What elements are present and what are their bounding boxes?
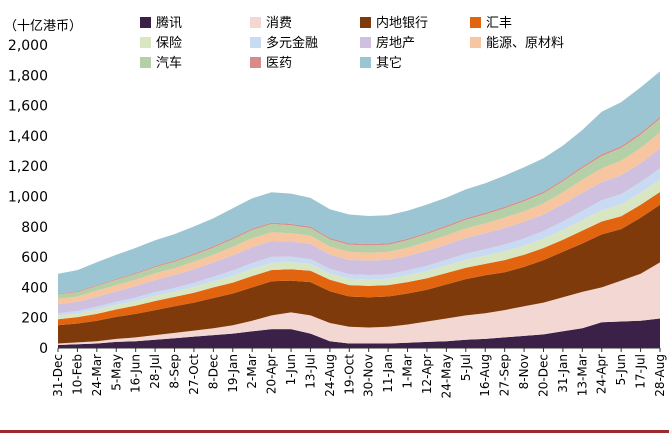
- y-tick-label: 2,000: [8, 38, 48, 54]
- area-1: [58, 262, 660, 345]
- x-tick-label: 28-Aug: [653, 354, 667, 397]
- areas: [58, 71, 660, 348]
- y-tick-label: 1,200: [8, 159, 48, 175]
- area-8: [58, 118, 660, 299]
- legend-label: 房地产: [376, 35, 415, 51]
- y-tick-label: 1,600: [8, 99, 48, 115]
- x-tick-label: 27-Sep: [498, 354, 512, 396]
- x-tick-label: 10-Feb: [70, 354, 84, 395]
- area-3: [58, 192, 660, 326]
- area-10: [58, 71, 660, 294]
- y-tick-label: 800: [21, 220, 48, 236]
- area-2: [58, 204, 660, 344]
- x-tick-label: 24-Aug: [323, 354, 337, 397]
- x-tick-label: 5-Jul: [459, 354, 473, 381]
- legend-label: 能源、原材料: [486, 36, 564, 51]
- area-0: [58, 318, 660, 348]
- x-tick-label: 8-Sep: [168, 354, 182, 389]
- y-tick-label: 0: [39, 341, 48, 357]
- y-tick-label: 400: [21, 280, 48, 296]
- area-5: [58, 168, 660, 316]
- x-tick-label: 8-Nov: [517, 354, 531, 389]
- legend-swatch: [140, 17, 151, 28]
- x-tick-label: 19-Oct: [342, 354, 356, 395]
- x-tick-label: 5-May: [109, 354, 123, 391]
- x-tick-label: 24-Apr: [595, 354, 609, 394]
- legend-label: 腾讯: [156, 15, 182, 31]
- x-tick-label: 11-Jan: [381, 354, 395, 393]
- x-tick-label: 28-Jul: [148, 354, 162, 389]
- area-7: [58, 132, 660, 305]
- y-tick-label: 200: [21, 311, 48, 327]
- legend-label: 多元金融: [266, 35, 318, 51]
- x-tick-label: 8-Dec: [206, 354, 220, 389]
- x-tick-label: 5-Jun: [614, 354, 628, 385]
- x-tick-label: 13-Jul: [303, 354, 317, 389]
- legend-swatch: [360, 57, 371, 68]
- legend-swatch: [360, 37, 371, 48]
- legend-label: 其它: [376, 55, 402, 71]
- x-tick-label: 24-Mar: [90, 354, 104, 396]
- x-tick-label: 1-Mar: [401, 354, 415, 389]
- y-tick-label: 1,800: [8, 68, 48, 84]
- legend-swatch: [250, 17, 261, 28]
- x-tick-label: 24-May: [439, 354, 453, 398]
- x-tick-label: 16-Aug: [478, 354, 492, 397]
- legend-swatch: [250, 57, 261, 68]
- x-tick-label: 27-Oct: [187, 354, 201, 395]
- y-axis: 0 200 400 600 800 1,000 1,200 1,400 1,600 1,800 2,…: [8, 38, 48, 357]
- legend-swatch: [360, 17, 371, 28]
- x-tick-label: 31-Jan: [556, 354, 570, 393]
- legend-swatch: [470, 17, 481, 28]
- bottom-rule: [0, 430, 669, 433]
- legend-swatch: [470, 37, 481, 48]
- x-tick-label: 1-Jun: [284, 354, 298, 385]
- legend-label: 汇丰: [486, 16, 512, 31]
- x-tick-label: 13-Mar: [575, 354, 589, 396]
- legend-swatch: [140, 37, 151, 48]
- x-tick-label: 12-Apr: [420, 354, 434, 394]
- legend-label: 医药: [266, 56, 292, 71]
- x-tick-label: 16-Jun: [129, 354, 143, 393]
- y-tick-label: 600: [21, 250, 48, 266]
- legend-label: 保险: [156, 36, 182, 51]
- x-axis: 31-Dec 10-Feb 24-Mar 5-May 16-Jun 28-Jul 8-Sep…: [51, 347, 667, 398]
- unit-label: （十亿港币）: [4, 19, 82, 34]
- legend-swatch: [140, 57, 151, 68]
- area-6: [58, 148, 660, 314]
- x-tick-label: 19-Jan: [226, 354, 240, 393]
- x-tick-label: 20-Apr: [265, 354, 279, 394]
- legend-label: 内地银行: [376, 15, 428, 31]
- x-tick-label: 2-Mar: [245, 354, 259, 389]
- y-tick-label: 1,000: [8, 190, 48, 206]
- x-tick-label: 17-Jul: [634, 354, 648, 389]
- x-tick-label: 20-Dec: [536, 354, 550, 397]
- x-tick-label: 31-Dec: [51, 354, 65, 397]
- legend-label: 消费: [266, 16, 292, 31]
- area-4: [58, 179, 660, 320]
- legend-swatch: [250, 37, 261, 48]
- y-tick-label: 1,400: [8, 129, 48, 145]
- legend-label: 汽车: [156, 55, 182, 71]
- x-tick-label: 30-Nov: [362, 354, 376, 397]
